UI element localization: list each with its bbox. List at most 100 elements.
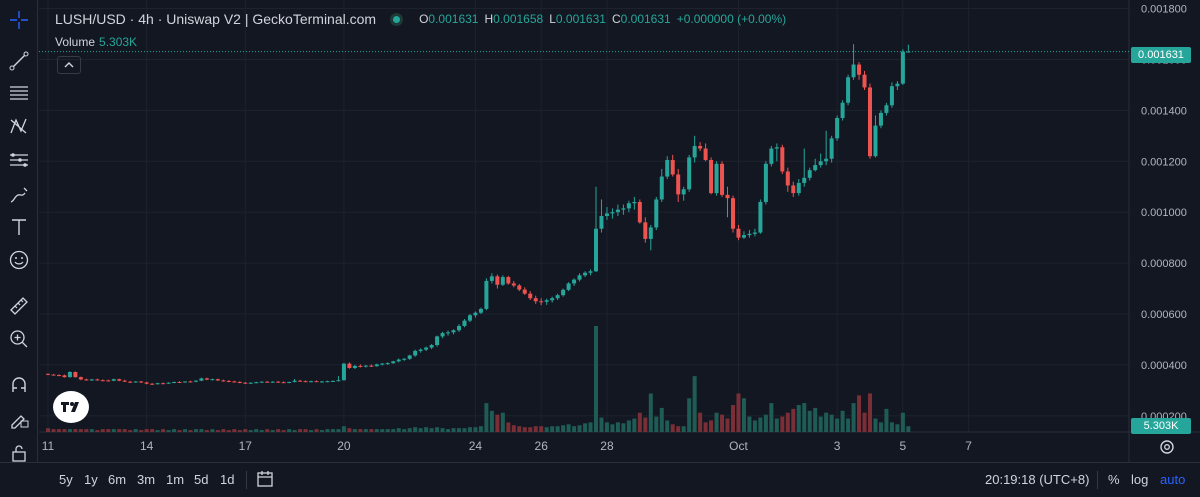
magnet-tool[interactable]: [4, 370, 34, 400]
trend-line-tool[interactable]: [4, 46, 34, 76]
divider: [246, 471, 247, 489]
candle-body: [769, 148, 774, 164]
candle-body: [446, 332, 451, 334]
pattern-icon: [10, 118, 27, 134]
text-tool[interactable]: [4, 212, 34, 242]
candle-body: [210, 379, 215, 381]
crosshair-tool[interactable]: [4, 5, 34, 35]
candle-body: [84, 379, 89, 381]
ruler-tool[interactable]: [4, 291, 34, 321]
x-tick-label: Oct: [729, 439, 748, 453]
candle-body: [391, 361, 396, 364]
candle-body: [155, 383, 160, 385]
unlock-tool[interactable]: [4, 438, 34, 468]
range-1d[interactable]: 1d: [220, 472, 235, 487]
volume-bar: [692, 376, 697, 432]
volume-bar: [413, 427, 418, 432]
volume-bar: [736, 393, 741, 432]
range-6m[interactable]: 6m: [108, 472, 127, 487]
candle-body: [878, 112, 883, 126]
candle-body: [895, 83, 900, 87]
settings-gear-icon[interactable]: [1158, 438, 1176, 456]
volume-bar: [495, 414, 500, 432]
range-5d[interactable]: 5d: [194, 472, 209, 487]
x-tick-label: 20: [337, 439, 351, 453]
volume-bar: [577, 425, 582, 432]
horizontal-lines-icon: [10, 86, 28, 100]
range-3m[interactable]: 3m: [137, 472, 156, 487]
volume-bar: [610, 424, 615, 432]
volume-bar: [725, 418, 730, 432]
tradingview-logo[interactable]: [53, 391, 89, 423]
candle-body: [807, 170, 812, 178]
volume-bar: [435, 427, 440, 432]
candle-body: [511, 283, 516, 286]
percent-toggle[interactable]: %: [1108, 472, 1120, 487]
volume-bar: [407, 428, 412, 432]
collapse-legend-button[interactable]: [57, 56, 81, 74]
auto-toggle[interactable]: auto: [1160, 472, 1186, 487]
x-tick-label: 24: [469, 439, 483, 453]
clock-time[interactable]: 20:19:18 (UTC+8): [985, 472, 1090, 487]
candlestick-chart[interactable]: 0.0018000.0016000.0014000.0012000.001000…: [39, 0, 1200, 462]
fib-tool[interactable]: [4, 145, 34, 175]
candle-body: [736, 228, 741, 238]
x-tick-label: 5: [900, 439, 907, 453]
emoji-tool[interactable]: [4, 245, 34, 275]
volume-bar: [193, 429, 198, 432]
volume-bar: [62, 429, 67, 432]
volume-bar: [418, 428, 423, 432]
candle-body: [615, 209, 620, 213]
candle-body: [467, 315, 472, 321]
volume-label: Volume: [55, 35, 96, 49]
lock-draw-tool[interactable]: [4, 403, 34, 433]
volume-bar: [884, 408, 889, 432]
candle-body: [725, 194, 730, 199]
range-1m[interactable]: 1m: [166, 472, 185, 487]
horizontal-lines-tool[interactable]: [4, 78, 34, 108]
pattern-tool[interactable]: [4, 111, 34, 141]
x-tick-label: 17: [239, 439, 253, 453]
candle-body: [51, 374, 56, 376]
candle-body: [873, 125, 878, 157]
candle-body: [347, 363, 352, 368]
range-5y[interactable]: 5y: [59, 472, 73, 487]
candle-body: [752, 232, 757, 234]
volume-bar: [363, 429, 368, 432]
volume-bar: [451, 428, 456, 432]
close-value: 0.001631: [620, 12, 671, 26]
volume-bar: [210, 429, 215, 432]
volume-bar: [670, 424, 675, 432]
volume-bar: [429, 428, 434, 432]
magnet-icon: [12, 377, 26, 392]
range-1y[interactable]: 1y: [84, 472, 98, 487]
candle-body: [659, 176, 664, 200]
candle-body: [325, 381, 330, 383]
candle-body: [802, 177, 807, 183]
volume-bar: [703, 422, 708, 432]
candle-body: [309, 381, 314, 383]
volume-bar: [517, 426, 522, 432]
high-label: H: [484, 12, 494, 26]
zoom-icon: [10, 330, 28, 348]
volume-bar: [572, 426, 577, 432]
candle-body: [73, 372, 78, 378]
candle-body: [741, 235, 746, 238]
candle-body: [128, 381, 133, 383]
candle-body: [161, 383, 166, 385]
lock-draw-icon: [11, 415, 29, 429]
zoom-tool[interactable]: [4, 324, 34, 354]
candle-body: [287, 381, 292, 383]
candle-body: [270, 381, 275, 383]
candle-body: [692, 146, 697, 158]
volume-bar: [774, 418, 779, 432]
volume-bar: [747, 416, 752, 432]
brush-tool[interactable]: [4, 180, 34, 210]
volume-bar: [484, 403, 489, 432]
chart-area[interactable]: 0.0018000.0016000.0014000.0012000.001000…: [39, 0, 1200, 462]
date-range-icon[interactable]: [256, 470, 274, 488]
tv-logo-icon: [61, 402, 79, 412]
log-toggle[interactable]: log: [1131, 472, 1149, 487]
candle-body: [599, 216, 604, 229]
